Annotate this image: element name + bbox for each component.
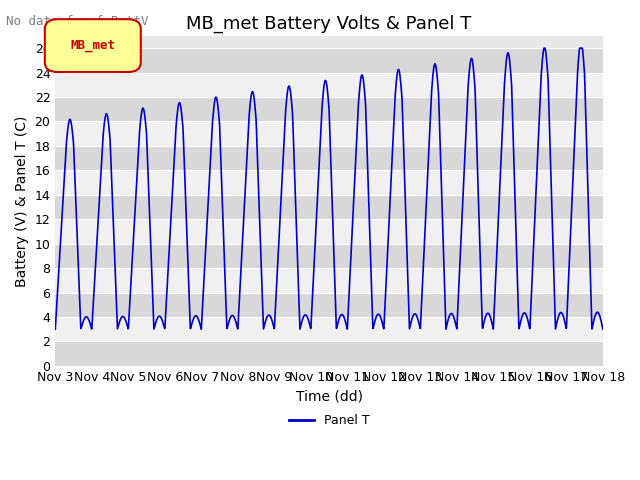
- Bar: [55, 268, 603, 293]
- Bar: [55, 293, 603, 317]
- Bar: [55, 341, 603, 366]
- Bar: [55, 48, 603, 72]
- Text: No data for f_BattV: No data for f_BattV: [6, 14, 149, 27]
- Bar: [55, 72, 603, 97]
- X-axis label: Time (dd): Time (dd): [296, 389, 363, 403]
- Bar: [55, 317, 603, 341]
- Bar: [55, 146, 603, 170]
- Bar: [55, 121, 603, 146]
- Y-axis label: Battery (V) & Panel T (C): Battery (V) & Panel T (C): [15, 115, 29, 287]
- Bar: [55, 219, 603, 244]
- Bar: [55, 97, 603, 121]
- Bar: [55, 244, 603, 268]
- Bar: [55, 170, 603, 195]
- Title: MB_met Battery Volts & Panel T: MB_met Battery Volts & Panel T: [186, 15, 472, 33]
- Text: MB_met: MB_met: [70, 39, 115, 52]
- Legend: Panel T: Panel T: [284, 409, 374, 432]
- Bar: [55, 195, 603, 219]
